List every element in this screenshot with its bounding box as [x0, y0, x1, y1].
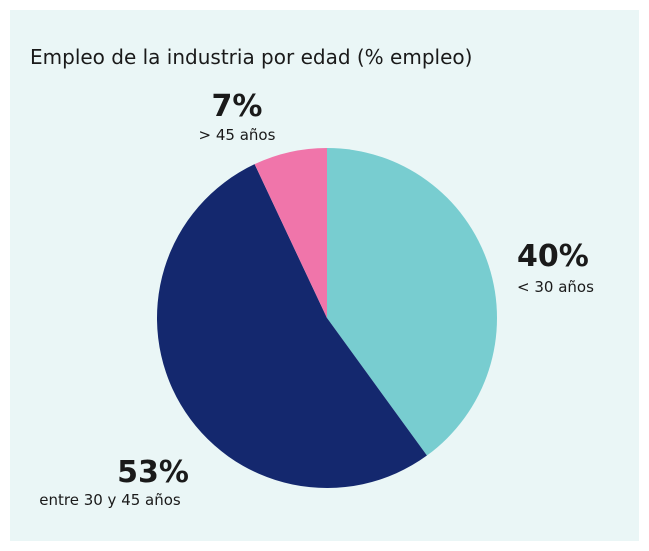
category-label: > 45 años — [199, 126, 276, 144]
category-label: < 30 años — [517, 278, 594, 296]
value-label: 7% — [212, 89, 263, 124]
value-label: 53% — [117, 455, 189, 490]
pie-slice — [327, 148, 497, 456]
chart-title: Empleo de la industria por edad (% emple… — [30, 45, 472, 69]
pie-slice — [254, 148, 327, 318]
value-label: 40% — [517, 239, 589, 274]
pie-slice — [156, 164, 427, 489]
category-label: entre 30 y 45 años — [39, 491, 181, 509]
